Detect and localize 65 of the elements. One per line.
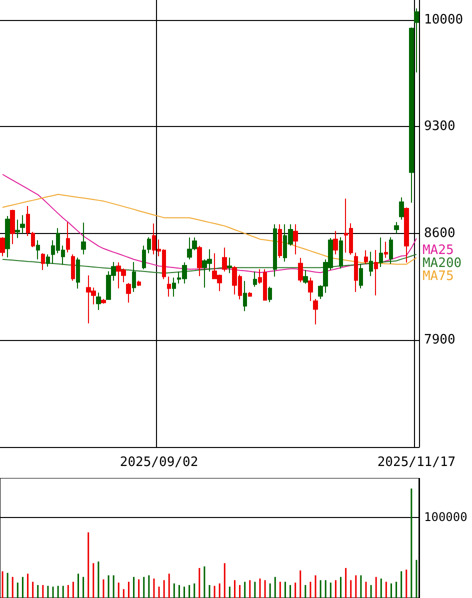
candlestick [222, 247, 227, 272]
candlestick [399, 196, 404, 220]
candlestick [354, 252, 358, 292]
candlestick [126, 282, 131, 304]
candlestick [339, 236, 343, 270]
candlestick [253, 271, 257, 288]
candlestick [227, 257, 232, 274]
candlestick [0, 236, 5, 257]
y-tick-label: 10000 [424, 12, 464, 28]
candlestick [137, 280, 141, 287]
candlestick [384, 241, 388, 258]
candlestick [192, 237, 197, 251]
candlestick [167, 276, 171, 298]
candlestick [364, 250, 368, 264]
series-label: MA25 [422, 242, 454, 258]
candlestick [414, 8, 419, 73]
candlestick [36, 240, 40, 260]
candlestick [197, 245, 202, 277]
candlestick [298, 257, 303, 283]
candlestick [187, 237, 192, 260]
y-tick-label: 9300 [424, 119, 456, 134]
candlestick [46, 254, 50, 268]
candlestick [404, 206, 409, 264]
candlestick [26, 205, 30, 237]
line-series [2, 194, 417, 265]
candlestick [303, 270, 308, 284]
line-series [2, 254, 417, 274]
candlestick [20, 214, 25, 234]
candlestick [5, 216, 10, 258]
candlestick [268, 286, 272, 303]
candlestick [10, 209, 15, 245]
line-series [2, 174, 417, 274]
candlestick [132, 261, 136, 292]
candlestick [15, 219, 20, 238]
candlestick [374, 250, 378, 296]
candlestick [243, 280, 247, 312]
candlestick [293, 224, 298, 255]
series-label: MA200 [422, 256, 462, 271]
candlestick [41, 252, 45, 271]
candlestick [359, 263, 363, 289]
candlestick [76, 257, 80, 290]
candlestick [369, 251, 373, 277]
candlestick [172, 277, 176, 298]
candlestick [278, 224, 282, 258]
x-tick-label: 2025/09/02 [120, 455, 198, 470]
candlestick [96, 292, 101, 310]
candlestick [313, 298, 318, 325]
y-tick-label: 7900 [424, 332, 456, 348]
candlestick [71, 254, 75, 282]
candlestick [273, 224, 277, 278]
candlestick [66, 222, 70, 253]
x-tick-label: 2025/11/17 [377, 455, 456, 470]
candlestick [248, 292, 252, 298]
y-tick-label: 8600 [424, 226, 456, 241]
series-label: MA75 [422, 268, 454, 284]
y-tick-label: 100000 [424, 510, 468, 524]
candlestick [81, 222, 86, 255]
candlestick [101, 298, 106, 304]
candlestick [409, 26, 414, 204]
candlestick [333, 230, 338, 255]
candlestick [308, 277, 313, 302]
candlestick [394, 221, 399, 234]
candlestick [379, 237, 383, 268]
candlestick [31, 231, 35, 248]
candlestick [389, 236, 393, 264]
